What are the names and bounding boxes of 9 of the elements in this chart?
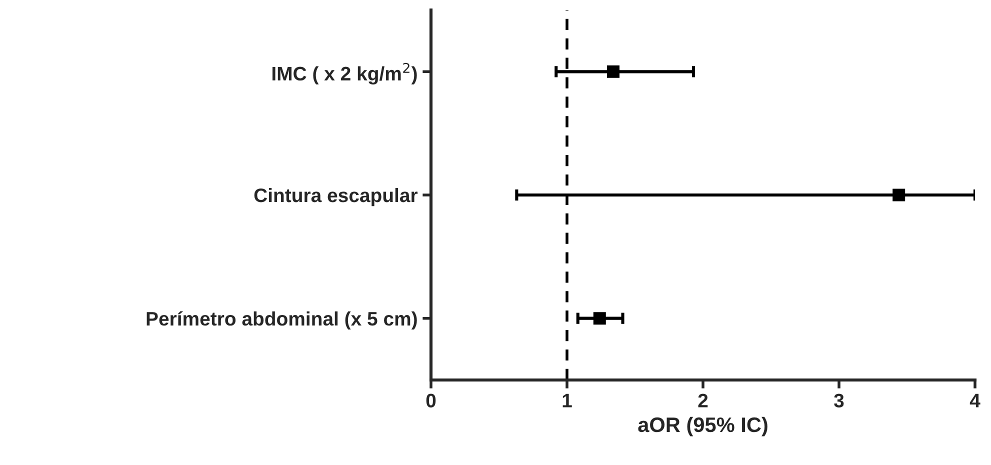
y-tick-label: Cintura escapular <box>254 188 418 206</box>
y-tick-label: Perímetro abdominal (x 5 cm) <box>146 311 417 330</box>
x-tick-label: 0 <box>426 394 436 408</box>
x-tick-label: 1 <box>562 394 572 408</box>
x-tick-label: 3 <box>834 394 844 408</box>
x-tick-label: 2 <box>698 394 708 408</box>
x-axis-title: aOR (95% IC) <box>638 416 768 436</box>
y-tick-label: IMC ( x 2 kg/m$^{2}$) <box>272 62 417 84</box>
x-tick-label: 4 <box>970 394 980 408</box>
